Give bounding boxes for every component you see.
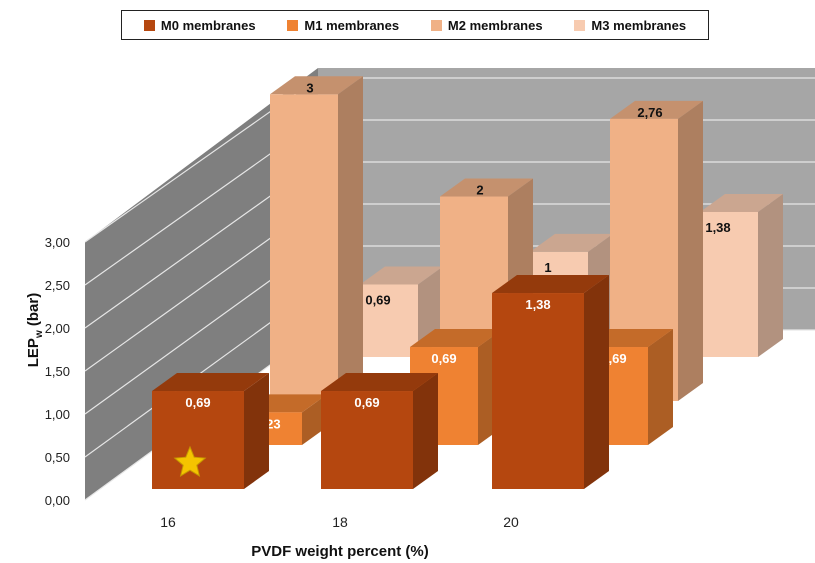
legend-item-m0: M0 membranes bbox=[143, 17, 256, 33]
bar-m2-16: 3 bbox=[270, 76, 363, 401]
bar-side bbox=[584, 275, 609, 489]
y-tick-label: 3,00 bbox=[45, 235, 70, 250]
bar-side bbox=[648, 329, 673, 445]
legend-label-m3: M3 membranes bbox=[591, 17, 687, 33]
legend-item-m2: M2 membranes bbox=[430, 17, 543, 33]
legend-swatch-m0 bbox=[143, 19, 155, 31]
bar-front bbox=[321, 391, 413, 489]
data-label: 1,38 bbox=[525, 297, 550, 312]
bar-front bbox=[700, 211, 758, 357]
bar-front bbox=[360, 284, 418, 357]
bar-side bbox=[758, 193, 783, 357]
bar-side bbox=[678, 100, 703, 401]
y-axis-title: LEPw (bar) bbox=[25, 293, 45, 367]
star-icon bbox=[173, 445, 207, 477]
data-label: 2,76 bbox=[637, 105, 662, 120]
data-label: 3 bbox=[306, 80, 313, 95]
bar-top bbox=[440, 178, 533, 197]
side-wall bbox=[85, 68, 318, 500]
legend-item-m1: M1 membranes bbox=[287, 18, 399, 33]
bar-top bbox=[530, 233, 613, 252]
bar-m0-18: 0,69 bbox=[321, 373, 438, 489]
legend-item-m3: M3 membranes bbox=[574, 18, 686, 33]
bar-m3-20: 1,38 bbox=[700, 193, 783, 357]
y-tick-label: 0,00 bbox=[45, 493, 70, 508]
y-axis-title-main: LEP bbox=[25, 338, 42, 367]
bar-top bbox=[700, 193, 783, 212]
legend-label-m1: M1 membranes bbox=[304, 17, 400, 33]
data-label: 1 bbox=[544, 260, 551, 275]
data-label: 2 bbox=[476, 183, 483, 198]
y-axis-title-unit: (bar) bbox=[25, 293, 42, 331]
bar-top bbox=[610, 100, 703, 119]
bar-side bbox=[413, 373, 438, 489]
legend: M0 membranes M1 membranes M2 membranes M… bbox=[121, 10, 709, 40]
legend-label-m0: M0 membranes bbox=[160, 17, 256, 33]
data-label: 0,69 bbox=[431, 351, 456, 366]
legend-swatch-m2 bbox=[430, 19, 442, 31]
y-tick-label: 0,50 bbox=[45, 450, 70, 465]
y-axis-ticks: 0,00 0,50 1,00 1,50 2,00 2,50 3,00 bbox=[45, 235, 70, 508]
data-label: 0,69 bbox=[365, 292, 390, 307]
x-tick-label: 16 bbox=[160, 514, 176, 530]
bar-top bbox=[152, 373, 269, 392]
y-tick-label: 1,00 bbox=[45, 407, 70, 422]
bar-side bbox=[302, 394, 327, 445]
y-tick-label: 2,50 bbox=[45, 278, 70, 293]
y-tick-label: 2,00 bbox=[45, 321, 70, 336]
x-axis-title: PVDF weight percent (%) bbox=[251, 543, 429, 560]
x-tick-label: 18 bbox=[332, 514, 348, 530]
legend-label-m2: M2 membranes bbox=[447, 17, 543, 33]
x-axis-ticks: 16 18 20 bbox=[160, 514, 519, 530]
bar-front bbox=[492, 293, 584, 489]
bar-side bbox=[338, 76, 363, 401]
legend-swatch-m3 bbox=[574, 19, 586, 31]
x-tick-label: 20 bbox=[503, 514, 519, 530]
bar-front bbox=[270, 94, 338, 401]
bar-m0-20: 1,38 bbox=[492, 275, 609, 489]
y-axis-title-sub: w bbox=[34, 330, 45, 339]
bar-top bbox=[360, 266, 443, 285]
bar-side bbox=[244, 373, 269, 489]
bar-top bbox=[410, 329, 503, 348]
data-label: 1,38 bbox=[705, 220, 730, 235]
data-label: 0,69 bbox=[185, 395, 210, 410]
bar-top bbox=[321, 373, 438, 392]
legend-swatch-m1 bbox=[287, 19, 299, 31]
bar-top bbox=[492, 275, 609, 294]
data-label: 0,69 bbox=[354, 395, 379, 410]
bar-m0-16: 0,69 bbox=[152, 373, 269, 489]
y-tick-label: 1,50 bbox=[45, 364, 70, 379]
bar-top bbox=[270, 76, 363, 95]
